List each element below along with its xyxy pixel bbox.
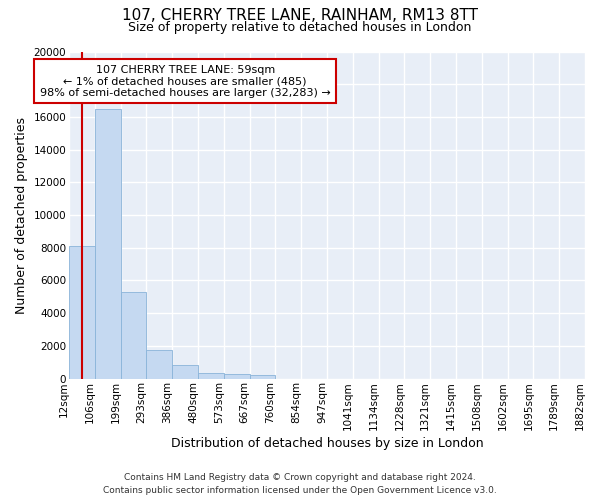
Bar: [146, 350, 172, 378]
Y-axis label: Number of detached properties: Number of detached properties: [15, 116, 28, 314]
X-axis label: Distribution of detached houses by size in London: Distribution of detached houses by size …: [171, 437, 484, 450]
Bar: [250, 376, 275, 378]
Bar: [224, 374, 250, 378]
Bar: [95, 108, 121, 378]
Bar: [121, 292, 146, 378]
Text: 107, CHERRY TREE LANE, RAINHAM, RM13 8TT: 107, CHERRY TREE LANE, RAINHAM, RM13 8TT: [122, 8, 478, 22]
Text: 107 CHERRY TREE LANE: 59sqm
← 1% of detached houses are smaller (485)
98% of sem: 107 CHERRY TREE LANE: 59sqm ← 1% of deta…: [40, 64, 331, 98]
Bar: [172, 366, 198, 378]
Text: Size of property relative to detached houses in London: Size of property relative to detached ho…: [128, 21, 472, 34]
Text: Contains HM Land Registry data © Crown copyright and database right 2024.
Contai: Contains HM Land Registry data © Crown c…: [103, 474, 497, 495]
Bar: [69, 246, 95, 378]
Bar: [198, 373, 224, 378]
